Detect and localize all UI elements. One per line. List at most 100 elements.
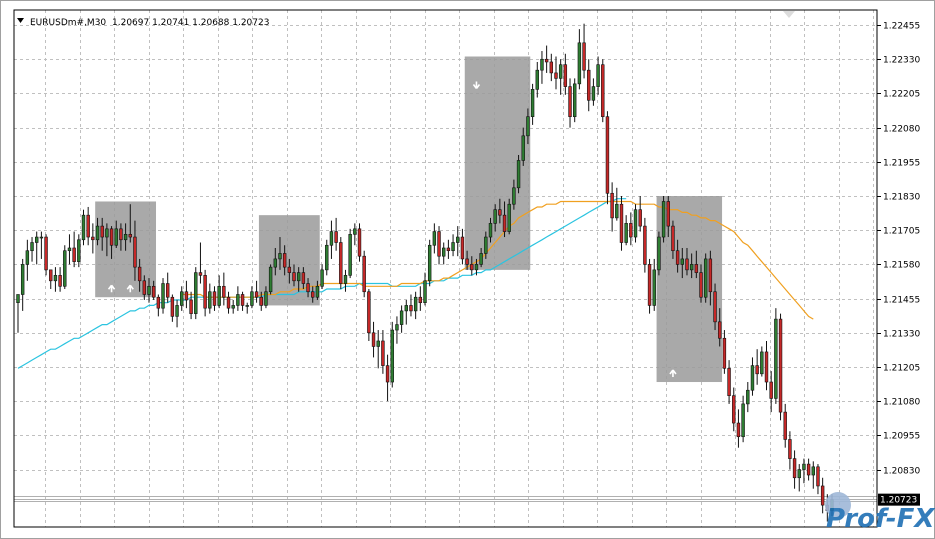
watermark-globe-icon [825,492,851,518]
candle-body [451,242,455,252]
candle-body [20,264,25,295]
candle-body [446,247,451,252]
candle-body [760,351,764,375]
candle-body [563,64,568,87]
candle-body [91,236,95,241]
candle-body [142,280,147,295]
candle-body [746,389,750,405]
candle-body [44,236,48,271]
candle-body [329,231,334,246]
candle-body [395,324,399,331]
candle-body [86,214,90,238]
candle-body [427,244,432,282]
candle-body [474,264,479,271]
candle-body [629,223,633,238]
candle-body [638,209,642,227]
candle-body [418,296,423,303]
candle-body [741,403,745,438]
candle-body [507,203,511,232]
shift-marker-icon[interactable] [783,11,795,18]
plot-frame [13,9,878,528]
candle-body [591,86,596,101]
signal-arrows [107,81,677,378]
candle-body [58,275,62,287]
candle-body [727,368,731,396]
candle-body [222,285,226,298]
candle-body [460,236,465,260]
candle-body [16,294,20,303]
candle-body [278,253,282,260]
axis-tick-label: 1.22330 [883,56,920,66]
candle-body [526,116,530,137]
candle-body [605,116,610,194]
candle-body [343,275,348,284]
candle-body [601,64,605,117]
candle-body [254,291,259,298]
candle-body [339,242,343,284]
candle-body [170,296,175,317]
candle-body [816,466,820,487]
axis-tick-label: 1.20955 [883,432,920,442]
watermark-text: Prof-FX [826,504,935,534]
candle-body [250,291,254,306]
candle-body [619,203,624,243]
candle-body [802,463,806,470]
candle-body [806,463,811,476]
chart-header: EURUSDm#,M30 1.20697 1.20741 1.20688 1.2… [17,18,269,28]
candle-body [399,310,404,325]
arrow-up-icon [126,284,134,293]
candle-body [442,247,446,257]
candle-body [587,69,591,101]
candle-body [722,337,727,369]
candles [16,23,834,522]
candle-body [423,280,427,303]
candle-body [624,223,628,243]
candle-body [63,250,67,287]
candle-body [30,242,34,252]
candle-body [479,253,483,265]
candle-body [133,236,137,268]
axis-tick-label: 1.22455 [883,22,920,32]
candle-body [212,291,217,306]
candle-body [184,291,189,301]
candle-body [264,291,268,306]
candle-body [797,469,801,479]
candle-body [652,269,656,306]
candle-body [699,272,703,298]
candle-body [371,332,376,347]
candle-body [666,201,670,227]
candle-body [596,64,600,87]
arrow-up-icon [107,284,116,293]
candle-body [437,231,441,257]
triangle-down-icon[interactable] [17,18,24,23]
price-tag-box [878,493,920,506]
candle-body [53,275,58,282]
candle-body [311,291,315,298]
candle-body [577,42,582,85]
candle-body [512,187,516,205]
axis-tick-label: 1.21955 [883,159,920,169]
candle-body [498,209,502,216]
candle-body [488,223,493,238]
candle-body [582,42,586,71]
candle-body [198,272,203,276]
candle-body [165,283,170,298]
candle-body [240,294,245,306]
candle-body [194,272,198,314]
arrow-down-icon [472,81,481,89]
candle-body [114,228,118,246]
candle-body [502,214,507,232]
candle-body [81,214,86,241]
candle-body [268,266,273,293]
moving-average-line [181,200,814,320]
candle-body [521,135,525,161]
candle-body [292,272,296,282]
candle-body [778,318,783,413]
candle-body [282,253,287,268]
axis-tick-label: 1.21455 [883,296,920,306]
candle-body [783,411,787,440]
candle-body [404,305,408,312]
candle-body [128,234,132,238]
